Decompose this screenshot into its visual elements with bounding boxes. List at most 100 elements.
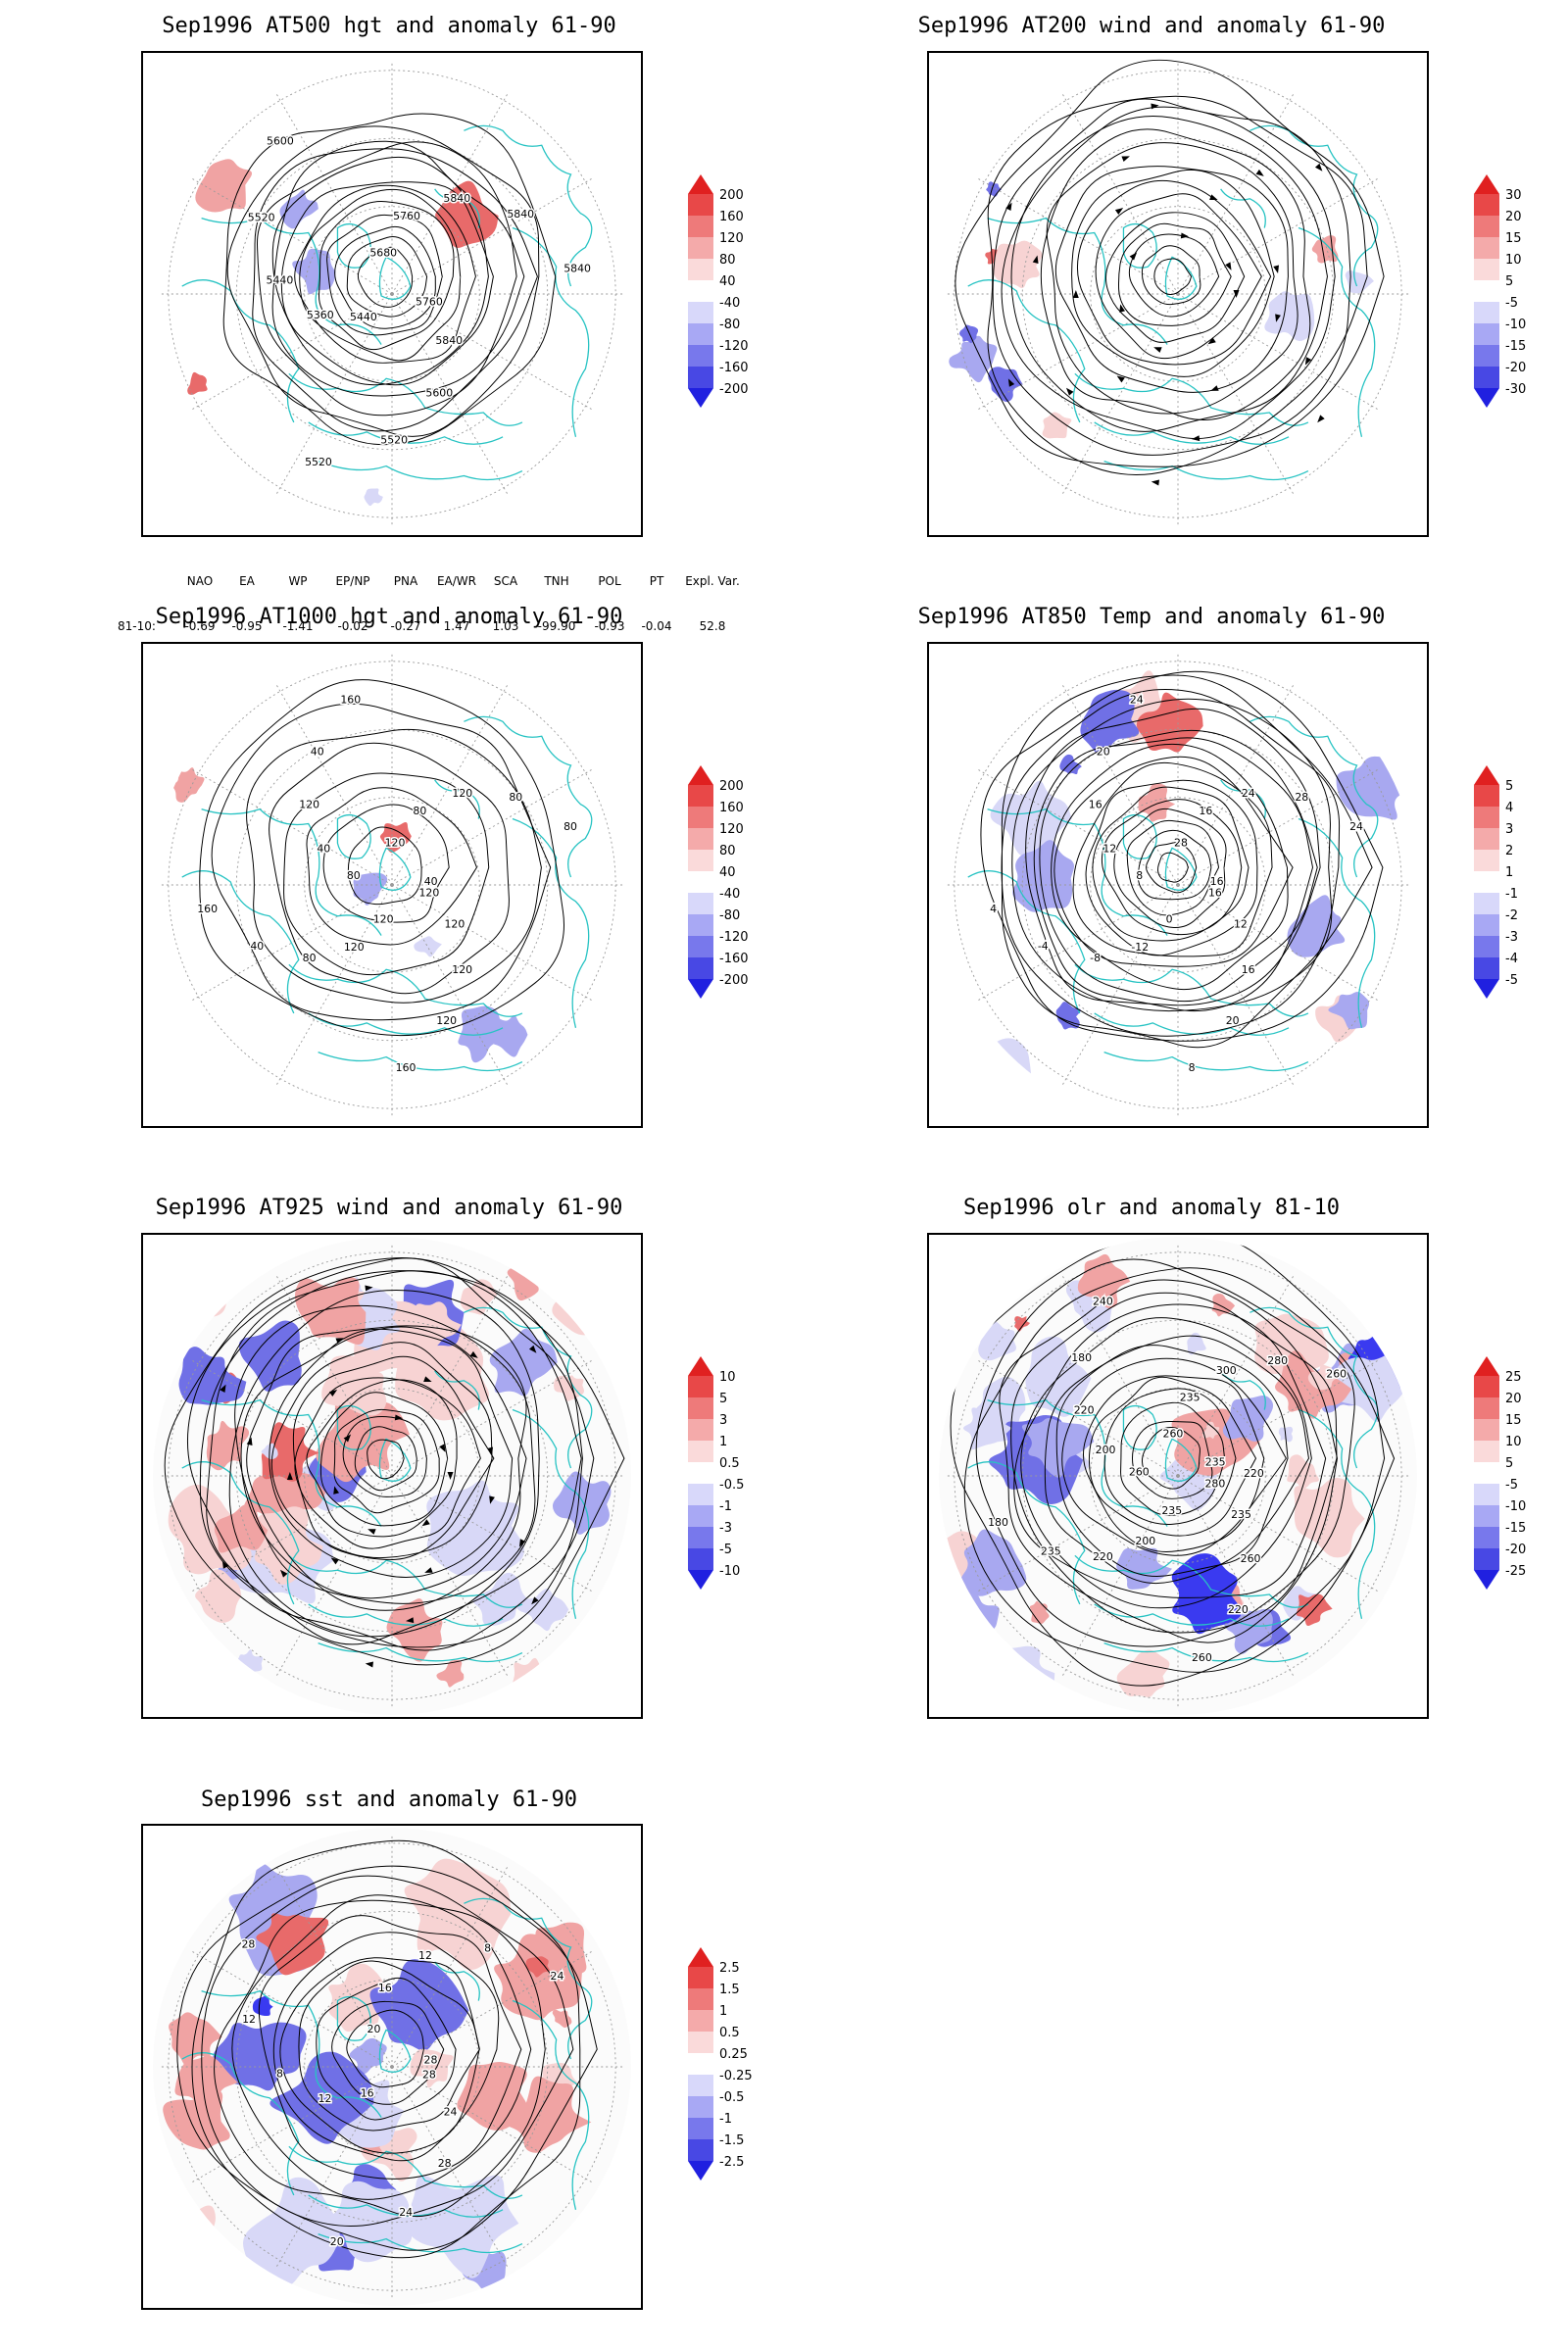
tele-header-ea: EA (239, 574, 255, 588)
contour-label: 8 (484, 1941, 491, 1954)
colorbar-cell (688, 280, 713, 302)
colorbar-label: -200 (719, 382, 749, 397)
contour-line (234, 1304, 536, 1604)
negative-anomaly-region (369, 1959, 469, 2051)
contour-label: 180 (988, 1516, 1008, 1529)
negative-anomaly-region (552, 1471, 612, 1535)
colorbar-cell (688, 2139, 713, 2161)
colorbar-top-arrow (1474, 765, 1499, 785)
colorbar-label: 25 (1505, 1370, 1522, 1385)
flow-arrow (246, 1437, 253, 1446)
flow-arrow (328, 1390, 338, 1396)
tele-value-eawr: 1.47 (443, 619, 470, 633)
positive-anomaly-region (1202, 1421, 1220, 1439)
colorbar-cell (1474, 237, 1499, 259)
contour-line (226, 125, 540, 437)
colorbar-label: 30 (1505, 188, 1522, 203)
anomaly-shading (938, 1253, 1411, 1705)
colorbar-label: -5 (1505, 1478, 1518, 1493)
tele-header-eawr: EA/WR (436, 574, 477, 588)
flow-arrow (1314, 163, 1323, 172)
flow-arrow (365, 1661, 373, 1668)
contour-label: 12 (1234, 918, 1248, 931)
colorbar-cell (688, 828, 713, 850)
colorbar-label: -40 (719, 296, 740, 311)
map-at500: 5760 5840 5600 5520 5520 5440 5360 5440 5520 5600… (141, 51, 643, 537)
flow-arrow (365, 1285, 373, 1292)
negative-anomaly-region (1055, 1002, 1081, 1030)
colorbar-cell (1474, 914, 1499, 936)
contour-label: 40 (424, 875, 438, 888)
contour-label: 12 (318, 2092, 332, 2105)
contour-label: 8 (276, 2068, 283, 2081)
colorbar-label: -30 (1505, 382, 1526, 397)
coastline-segment (336, 1995, 371, 2041)
colorbar-cell (1474, 828, 1499, 850)
contour-line (1103, 1388, 1237, 1526)
contour-label: 120 (452, 787, 472, 800)
colorbar-label: -20 (1505, 1543, 1526, 1557)
contour-line (292, 1355, 495, 1561)
anomaly-shading (187, 159, 499, 507)
graticule (944, 60, 1412, 528)
contour-label: 160 (396, 1061, 416, 1074)
colorbar-at1000: 200 160 120 80 40 -40 -80 -120 -160 -200 (688, 765, 749, 1040)
contour-label: 120 (418, 887, 439, 900)
colorbar-cell (688, 2053, 713, 2075)
colorbar-label: 40 (719, 865, 736, 880)
coastline-segment (512, 226, 590, 437)
colorbar-cell (1474, 1419, 1499, 1441)
contour-label: 220 (1093, 1550, 1113, 1563)
contour-layer (164, 1256, 625, 1666)
colorbar-label: -25 (1505, 1564, 1526, 1579)
meridian-line (975, 176, 1179, 295)
tele-value-epnp: -0.02 (337, 619, 368, 633)
contour-line (1095, 193, 1263, 360)
coastline-segment (201, 808, 382, 936)
contour-label: 16 (1210, 875, 1224, 888)
colorbar-label: 15 (1505, 231, 1522, 246)
map-svg (152, 1236, 632, 1716)
negative-anomaly-region (958, 324, 979, 344)
contour-label: 24 (1130, 693, 1144, 706)
contour-line (191, 1839, 581, 2259)
colorbar-cell (1474, 302, 1499, 323)
positive-anomaly-region (512, 1657, 549, 1704)
contour-line (1126, 819, 1220, 916)
colorbar-top-arrow (688, 1947, 713, 1967)
colorbar-label: -200 (719, 973, 749, 988)
positive-anomaly-region (1294, 1478, 1365, 1558)
positive-anomaly-region (436, 1659, 465, 1688)
contour-line (1128, 233, 1220, 318)
negative-anomaly-region (403, 2175, 519, 2278)
colorbar-cell (688, 1376, 713, 1397)
colorbar-label: -10 (1505, 1499, 1526, 1514)
flow-arrow (1233, 290, 1240, 298)
colorbar-label: -5 (719, 1543, 732, 1557)
tele-row-label: 81-10: (118, 619, 156, 633)
flow-arrow (286, 1472, 293, 1480)
coastline-segment (378, 2029, 412, 2073)
coastline-segment (181, 870, 300, 1014)
contour-line (1141, 1426, 1200, 1490)
contour-label: 28 (438, 2157, 452, 2170)
contour-label: 160 (197, 903, 218, 915)
contour-line (1001, 688, 1341, 1037)
coastline-segment (336, 222, 371, 269)
colorbar-label: -0.5 (719, 1478, 744, 1493)
contour-label: 24 (551, 1970, 564, 1983)
contour-label: 16 (1199, 805, 1212, 817)
latitude-circle (954, 1251, 1402, 1700)
latitude-circle (1090, 1388, 1266, 1564)
colorbar-label: 20 (1505, 1392, 1522, 1406)
colorbar-label: 80 (719, 253, 736, 268)
colorbar-label: 5 (1505, 1456, 1513, 1471)
contour-label: 120 (299, 799, 319, 811)
contour-line (342, 1415, 427, 1497)
contour-label: 20 (368, 2023, 381, 2035)
flow-arrow (447, 1472, 454, 1480)
colorbar-cell (1474, 807, 1499, 828)
colorbar-cell (1474, 1505, 1499, 1527)
flow-arrow (1007, 378, 1015, 387)
negative-anomaly-region (1345, 270, 1374, 294)
